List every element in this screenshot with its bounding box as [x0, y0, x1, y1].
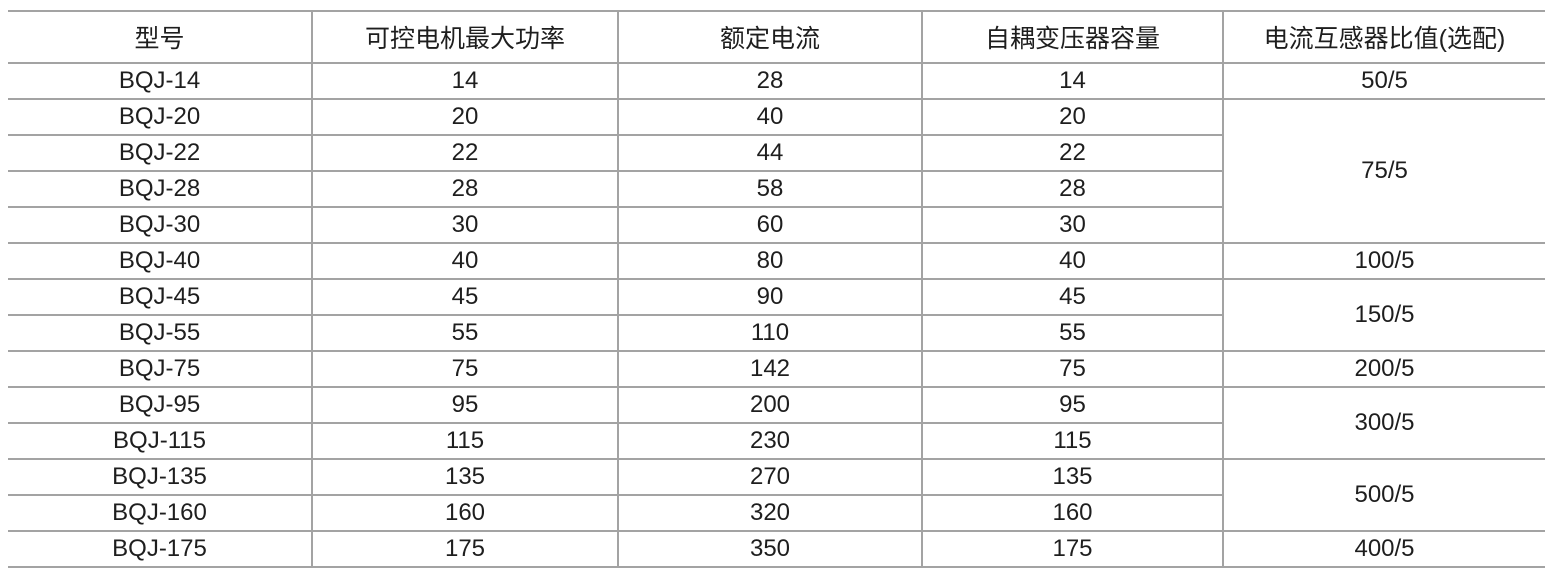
table-row: BQJ-20 20 40 20 75/5	[8, 98, 1545, 244]
cell-ct-ratio: 200/5	[1222, 350, 1545, 388]
cell-max-power: 40	[311, 242, 619, 280]
header-max-power: 可控电机最大功率	[311, 10, 619, 64]
cell-rated-current: 230	[617, 422, 923, 460]
cell-model: BQJ-175	[8, 530, 313, 568]
cell-transformer-capacity: 14	[921, 62, 1224, 100]
cell-rated-current: 350	[617, 530, 923, 568]
cell-max-power: 160	[311, 494, 619, 532]
cell-transformer-capacity: 30	[921, 206, 1224, 244]
cell-max-power: 22	[311, 134, 619, 172]
cell-model: BQJ-14	[8, 62, 313, 100]
cell-max-power: 45	[311, 278, 619, 316]
cell-model: BQJ-22	[8, 134, 313, 172]
cell-ct-ratio: 100/5	[1222, 242, 1545, 280]
cell-model: BQJ-40	[8, 242, 313, 280]
cell-rated-current: 320	[617, 494, 923, 532]
cell-model: BQJ-135	[8, 458, 313, 496]
cell-rated-current: 58	[617, 170, 923, 208]
table-header: 型号 可控电机最大功率 额定电流 自耦变压器容量 电流互感器比值(选配)	[8, 10, 1545, 64]
table-row: BQJ-115 115 230 115	[8, 422, 1545, 460]
cell-max-power: 115	[311, 422, 619, 460]
table-row: BQJ-135 135 270 135 500/5	[8, 458, 1545, 532]
table-body: BQJ-14 14 28 14 50/5 BQJ-20 20 40 20 75/5 BQJ-22 22…	[8, 62, 1545, 568]
cell-ct-ratio: 400/5	[1222, 530, 1545, 568]
table-row: BQJ-22 22 44 22	[8, 134, 1545, 172]
cell-ct-ratio: 150/5	[1222, 278, 1545, 352]
cell-transformer-capacity: 28	[921, 170, 1224, 208]
table-row: BQJ-175 175 350 175 400/5	[8, 530, 1545, 568]
cell-model: BQJ-55	[8, 314, 313, 352]
cell-max-power: 75	[311, 350, 619, 388]
cell-ct-ratio: 50/5	[1222, 62, 1545, 100]
motor-spec-table: 型号 可控电机最大功率 额定电流 自耦变压器容量 电流互感器比值(选配) BQJ…	[8, 10, 1545, 568]
cell-rated-current: 80	[617, 242, 923, 280]
cell-max-power: 28	[311, 170, 619, 208]
cell-transformer-capacity: 45	[921, 278, 1224, 316]
cell-max-power: 95	[311, 386, 619, 424]
cell-rated-current: 40	[617, 98, 923, 136]
cell-model: BQJ-30	[8, 206, 313, 244]
cell-model: BQJ-95	[8, 386, 313, 424]
cell-transformer-capacity: 22	[921, 134, 1224, 172]
cell-model: BQJ-20	[8, 98, 313, 136]
cell-rated-current: 44	[617, 134, 923, 172]
cell-rated-current: 110	[617, 314, 923, 352]
cell-max-power: 14	[311, 62, 619, 100]
table-row: BQJ-28 28 58 28	[8, 170, 1545, 208]
cell-transformer-capacity: 75	[921, 350, 1224, 388]
cell-rated-current: 200	[617, 386, 923, 424]
cell-model: BQJ-115	[8, 422, 313, 460]
header-model: 型号	[8, 10, 313, 64]
cell-rated-current: 270	[617, 458, 923, 496]
header-row: 型号 可控电机最大功率 额定电流 自耦变压器容量 电流互感器比值(选配)	[8, 10, 1545, 64]
table-row: BQJ-45 45 90 45 150/5	[8, 278, 1545, 352]
table-row: BQJ-75 75 142 75 200/5	[8, 350, 1545, 388]
cell-model: BQJ-28	[8, 170, 313, 208]
cell-model: BQJ-160	[8, 494, 313, 532]
cell-model: BQJ-45	[8, 278, 313, 316]
table-row: BQJ-55 55 110 55	[8, 314, 1545, 352]
table-row: BQJ-14 14 28 14 50/5	[8, 62, 1545, 100]
cell-transformer-capacity: 95	[921, 386, 1224, 424]
cell-ct-ratio: 75/5	[1222, 98, 1545, 244]
cell-ct-ratio: 500/5	[1222, 458, 1545, 532]
table-row: BQJ-160 160 320 160	[8, 494, 1545, 532]
cell-transformer-capacity: 40	[921, 242, 1224, 280]
cell-rated-current: 142	[617, 350, 923, 388]
cell-transformer-capacity: 115	[921, 422, 1224, 460]
cell-rated-current: 28	[617, 62, 923, 100]
cell-max-power: 55	[311, 314, 619, 352]
cell-transformer-capacity: 135	[921, 458, 1224, 496]
cell-max-power: 30	[311, 206, 619, 244]
cell-transformer-capacity: 160	[921, 494, 1224, 532]
cell-rated-current: 90	[617, 278, 923, 316]
table-row: BQJ-40 40 80 40 100/5	[8, 242, 1545, 280]
cell-max-power: 175	[311, 530, 619, 568]
header-ct-ratio: 电流互感器比值(选配)	[1222, 10, 1545, 64]
table-row: BQJ-30 30 60 30	[8, 206, 1545, 244]
cell-max-power: 135	[311, 458, 619, 496]
cell-transformer-capacity: 175	[921, 530, 1224, 568]
cell-max-power: 20	[311, 98, 619, 136]
cell-model: BQJ-75	[8, 350, 313, 388]
cell-rated-current: 60	[617, 206, 923, 244]
cell-ct-ratio: 300/5	[1222, 386, 1545, 460]
header-rated-current: 额定电流	[617, 10, 923, 64]
table-row: BQJ-95 95 200 95 300/5	[8, 386, 1545, 460]
cell-transformer-capacity: 20	[921, 98, 1224, 136]
cell-transformer-capacity: 55	[921, 314, 1224, 352]
header-transformer-capacity: 自耦变压器容量	[921, 10, 1224, 64]
